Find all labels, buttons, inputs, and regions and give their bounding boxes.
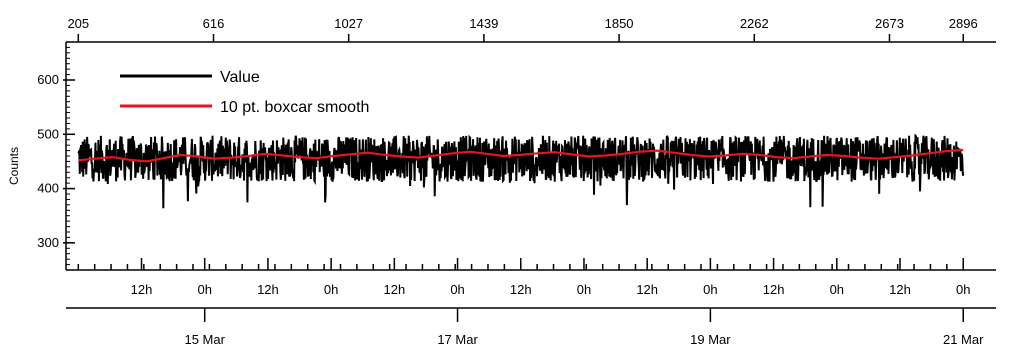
top-tick-label-4: 1850: [605, 16, 634, 31]
top-tick-label-1: 616: [203, 16, 225, 31]
series-value-line: [77, 133, 965, 209]
hour-tick-label-9: 0h: [703, 282, 717, 297]
legend-label-value: Value: [220, 69, 260, 86]
hour-tick-label-1: 0h: [197, 282, 211, 297]
top-tick-label-3: 1439: [469, 16, 498, 31]
y-axis-title: Counts: [7, 147, 21, 185]
y-tick-label-0: 300: [37, 235, 59, 250]
legend-label-smooth: 10 pt. boxcar smooth: [220, 99, 369, 116]
date-tick-label-1: 17 Mar: [437, 332, 478, 347]
top-tick-label-0: 205: [67, 16, 89, 31]
series-smooth-line: [78, 148, 964, 163]
date-tick-label-2: 19 Mar: [690, 332, 731, 347]
y-tick-label-1: 400: [37, 181, 59, 196]
hour-tick-label-7: 0h: [577, 282, 591, 297]
top-tick-label-5: 2262: [740, 16, 769, 31]
hour-tick-label-2: 12h: [257, 282, 279, 297]
hour-tick-label-8: 12h: [636, 282, 658, 297]
hour-tick-label-13: 0h: [956, 282, 970, 297]
hour-tick-label-12: 12h: [889, 282, 911, 297]
left-axis: 300 400 500 600: [37, 41, 75, 270]
hour-tick-label-10: 12h: [763, 282, 785, 297]
y-tick-label-2: 500: [37, 126, 59, 141]
plot-area: [77, 133, 965, 209]
hour-tick-label-11: 0h: [830, 282, 844, 297]
hour-tick-label-3: 0h: [324, 282, 338, 297]
hour-tick-label-6: 12h: [510, 282, 532, 297]
bottom-axis: 12h 0h 12h 0h 12h 0h 12h 0h 12h 0h 12h 0h 12h 0h: [66, 258, 996, 297]
date-axis: 15 Mar 17 Mar 19 Mar 21 Mar: [66, 307, 996, 347]
top-tick-label-6: 2673: [875, 16, 904, 31]
top-tick-label-7: 2896: [949, 16, 978, 31]
hour-tick-label-0: 12h: [131, 282, 153, 297]
hour-tick-label-5: 0h: [450, 282, 464, 297]
top-tick-label-2: 1027: [334, 16, 363, 31]
date-tick-label-3: 21 Mar: [943, 332, 984, 347]
top-axis: 205 616 1027 1439 1850 2262 2673 2896: [66, 16, 996, 43]
hour-tick-label-4: 12h: [383, 282, 405, 297]
date-tick-label-0: 15 Mar: [184, 332, 225, 347]
legend: Value 10 pt. boxcar smooth: [120, 69, 369, 116]
y-tick-label-3: 600: [37, 72, 59, 87]
